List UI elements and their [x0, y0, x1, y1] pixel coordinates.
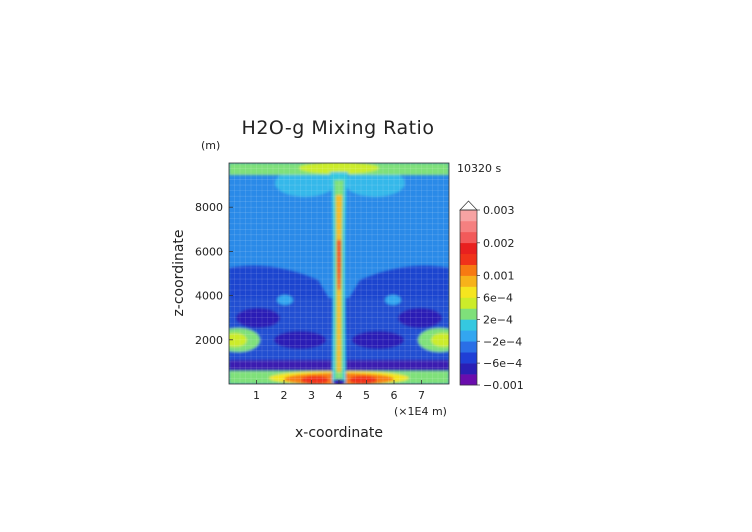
- field-patch-right-1: [398, 308, 442, 328]
- x-tick-label: 7: [418, 389, 425, 402]
- colorbar-segment: [460, 352, 477, 364]
- field-column-red: [337, 240, 341, 290]
- colorbar-segment: [460, 374, 477, 386]
- field-blob-surface-red-right: [349, 376, 377, 384]
- field-patch-left-2: [274, 331, 326, 349]
- plot-grid: [229, 163, 449, 384]
- field-patch-left-1: [236, 308, 280, 328]
- colorbar-segment: [460, 253, 477, 265]
- timestamp-label: 10320 s: [457, 162, 501, 175]
- colorbar-label: 6e−4: [483, 292, 513, 305]
- y-tick-label: 6000: [195, 245, 223, 258]
- colorbar-segment: [460, 363, 477, 375]
- x-axis-ticks: 1 2 3 4 5 6 7: [253, 380, 425, 402]
- x-unit-label: (×1E4 m): [394, 405, 447, 418]
- colorbar-segment: [460, 242, 477, 255]
- colorbar-label: 0.002: [483, 237, 515, 250]
- field-patch-left-3: [277, 295, 293, 305]
- colorbar-label: 2e−4: [483, 313, 513, 326]
- colorbar-label: 0.003: [483, 204, 515, 217]
- colorbar-label: 0.001: [483, 270, 515, 283]
- colorbar-extend-arrow: [459, 200, 478, 211]
- colorbar-label: −6e−4: [483, 357, 522, 370]
- colorbar-segment: [460, 220, 477, 233]
- colorbar-segment: [460, 210, 477, 222]
- field-patch-right-3: [385, 295, 401, 305]
- x-axis-label: x-coordinate: [295, 425, 383, 441]
- x-tick-label: 6: [391, 389, 398, 402]
- x-tick-label: 4: [336, 389, 343, 402]
- y-unit-label: (m): [201, 139, 220, 152]
- field-blob-right-yellow: [431, 333, 449, 347]
- colorbar-label: −0.001: [483, 379, 524, 392]
- x-tick-label: 2: [281, 389, 288, 402]
- colorbar-segment: [460, 264, 477, 276]
- x-tick-label: 5: [363, 389, 370, 402]
- colorbar-segment: [460, 330, 477, 342]
- field-band-mid-right: [348, 265, 449, 300]
- field-blob-upper-right: [345, 169, 405, 197]
- colorbar-segment: [460, 286, 477, 298]
- colorbar-segment: [460, 319, 477, 331]
- y-tick-label: 8000: [195, 201, 223, 214]
- field-blob-left-yellow: [229, 333, 247, 347]
- colorbar-segment: [460, 308, 477, 320]
- x-tick-label: 3: [308, 389, 315, 402]
- y-axis-ticks: 2000 4000 6000 8000: [195, 201, 233, 347]
- colorbar-segment: [460, 275, 477, 287]
- field-blob-top-yellow: [299, 163, 379, 174]
- field-patch-right-2: [352, 331, 404, 349]
- y-tick-label: 2000: [195, 334, 223, 347]
- colorbar-segment: [460, 297, 477, 309]
- field-band-mid-left: [229, 265, 330, 300]
- heatmap-field: [229, 163, 449, 384]
- y-tick-label: 4000: [195, 290, 223, 303]
- colorbar-segment: [460, 341, 477, 353]
- x-tick-label: 1: [253, 389, 260, 402]
- chart-title: H2O-g Mixing Ratio: [242, 117, 435, 139]
- colorbar: −0.001 −6e−4 −2e−4 2e−4 6e−4 0.001 0.002 0.003: [459, 200, 524, 392]
- colorbar-label: −2e−4: [483, 335, 522, 348]
- colorbar-segment: [460, 231, 477, 244]
- field-blob-surface-red-left: [301, 376, 329, 384]
- y-axis-label: z-coordinate: [171, 229, 187, 316]
- field-blob-upper-left: [275, 169, 335, 197]
